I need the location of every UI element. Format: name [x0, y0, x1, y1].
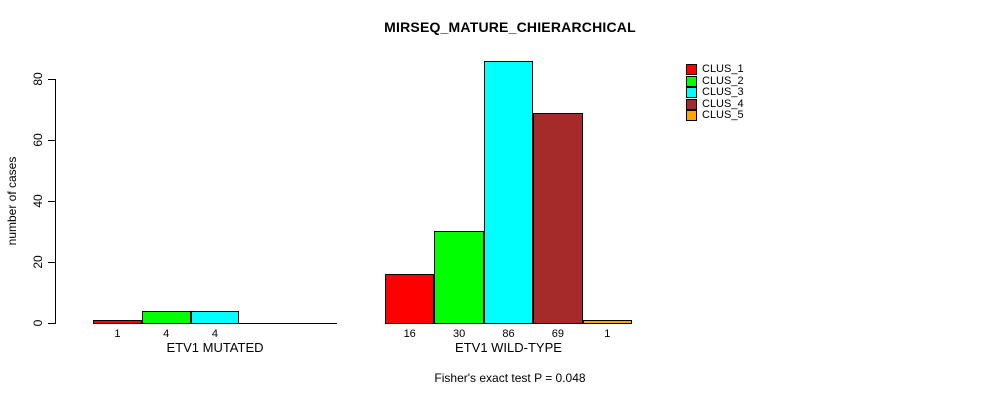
bar-clus_2: [434, 231, 484, 324]
y-tick-label: 0: [31, 319, 45, 327]
bar-clus_5: [582, 320, 632, 324]
legend-swatch: [686, 110, 697, 122]
bar-clus_4: [533, 113, 583, 324]
bar-value-label: 4: [163, 328, 170, 340]
legend-label: CLUS_3: [702, 86, 744, 99]
bar-clus_1: [385, 274, 435, 324]
bar-clus_1: [93, 320, 142, 324]
y-tick: [48, 79, 56, 80]
y-axis-title: number of cases: [5, 156, 19, 246]
footnote: Fisher's exact test P = 0.048: [434, 371, 586, 385]
legend-swatch: [686, 87, 697, 99]
x-group-label-wildtype: ETV1 WILD-TYPE: [455, 340, 562, 355]
legend-item: CLUS_4: [686, 97, 776, 111]
bar-value-label: 1: [604, 328, 611, 340]
bar-value-label: 69: [551, 328, 564, 340]
y-tick-label: 80: [31, 72, 45, 86]
y-tick: [48, 323, 56, 324]
legend-label: CLUS_2: [702, 74, 744, 87]
bar-clus_2: [141, 311, 191, 324]
legend-label: CLUS_1: [702, 63, 744, 75]
legend-item: CLUS_3: [686, 86, 776, 99]
legend-item: CLUS_5: [686, 109, 776, 122]
chart-title: MIRSEQ_MATURE_CHIERARCHICAL: [384, 19, 636, 35]
y-tick-label: 40: [31, 194, 45, 208]
bar-clus_3: [483, 61, 534, 324]
bar-clus_3: [190, 311, 240, 324]
y-tick: [48, 140, 56, 141]
bar-value-label: 30: [452, 328, 466, 340]
legend-swatch: [686, 98, 697, 110]
y-tick-label: 20: [31, 255, 45, 269]
legend-label: CLUS_5: [702, 109, 744, 122]
bar-value-label: 16: [403, 328, 416, 340]
y-tick-label: 60: [31, 133, 45, 147]
bar-value-label: 86: [502, 328, 515, 340]
x-group-label-mutated: ETV1 MUTATED: [166, 340, 264, 355]
legend: CLUS_1 CLUS_2 CLUS_3 CLUS_4 CLUS_5: [686, 63, 776, 124]
legend-item: CLUS_2: [686, 74, 776, 88]
y-tick: [48, 201, 56, 202]
y-tick: [48, 262, 56, 263]
legend-swatch: [686, 75, 697, 87]
legend-label: CLUS_4: [702, 97, 744, 110]
legend-swatch: [686, 64, 697, 75]
legend-item: CLUS_1: [686, 63, 776, 76]
bar-value-label: 4: [211, 328, 219, 340]
bar-value-label: 1: [114, 328, 121, 340]
